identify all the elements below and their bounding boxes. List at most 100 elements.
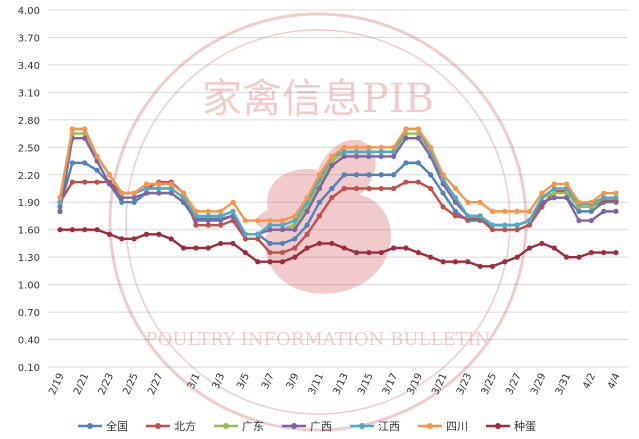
legend-item: 四川	[418, 420, 468, 433]
data-point	[156, 185, 162, 192]
data-point	[366, 144, 372, 150]
data-point	[391, 149, 397, 155]
x-tick-label: 2/19	[47, 372, 66, 397]
data-point	[539, 190, 545, 196]
data-point	[366, 153, 372, 160]
y-tick-label: 1.30	[18, 253, 40, 264]
data-point	[255, 217, 261, 224]
data-point	[242, 236, 248, 242]
data-point	[588, 217, 594, 224]
data-point	[193, 213, 199, 219]
data-point	[378, 144, 384, 150]
x-tick-label: 2/27	[146, 372, 165, 397]
data-point	[69, 179, 75, 185]
x-tick-label: 4/2	[581, 372, 598, 391]
data-point	[156, 231, 162, 237]
x-tick-label: 3/25	[480, 372, 499, 397]
legend-label: 全国	[106, 419, 128, 433]
y-tick-label: 1.90	[18, 198, 40, 209]
data-point	[452, 259, 458, 265]
y-tick-label: 2.20	[18, 171, 40, 182]
data-point	[106, 231, 113, 237]
data-point	[168, 181, 174, 187]
data-point	[341, 185, 347, 192]
data-point	[526, 208, 533, 214]
legend-label: 江西	[378, 420, 400, 433]
data-point	[230, 240, 236, 247]
data-point	[551, 190, 557, 196]
data-point	[601, 208, 607, 214]
data-point	[526, 245, 533, 251]
y-tick-label: 0.70	[18, 308, 40, 319]
data-point	[168, 236, 174, 242]
data-point	[168, 185, 174, 192]
data-point	[563, 195, 570, 201]
x-tick-label: 3/5	[235, 372, 252, 391]
legend-label: 四川	[446, 420, 468, 433]
x-tick-label: 3/15	[356, 372, 375, 397]
data-point	[489, 208, 496, 214]
data-point	[601, 190, 607, 196]
series-line	[58, 180, 616, 254]
x-tick-label: 2/21	[72, 372, 91, 397]
data-point	[292, 236, 298, 242]
data-point	[119, 236, 125, 242]
series-line	[58, 127, 616, 222]
data-point	[131, 236, 137, 242]
legend-item: 广东	[214, 420, 264, 433]
data-point	[353, 149, 360, 155]
data-point	[329, 240, 335, 247]
x-tick-label: 2/25	[121, 372, 140, 397]
data-point	[452, 185, 458, 192]
data-point	[403, 160, 409, 166]
data-point	[551, 245, 557, 251]
data-point	[193, 208, 199, 214]
data-point	[156, 181, 162, 187]
data-point	[391, 245, 397, 251]
data-point	[502, 259, 508, 265]
data-point	[279, 222, 285, 228]
data-point	[242, 217, 248, 224]
data-point	[193, 245, 199, 251]
x-tick-label: 3/17	[381, 372, 400, 397]
y-tick-label: 4.00	[18, 6, 40, 17]
data-point	[613, 249, 619, 256]
data-point	[82, 160, 88, 166]
x-tick-label: 3/9	[285, 372, 302, 391]
data-point	[82, 179, 88, 185]
data-point	[415, 126, 421, 132]
data-point	[601, 195, 607, 201]
data-point	[218, 208, 224, 214]
data-point	[341, 144, 347, 150]
watermark-title: 家禽信息PIB	[202, 76, 434, 122]
y-tick-label: 2.80	[18, 116, 40, 127]
data-point	[292, 217, 298, 224]
data-point	[316, 185, 323, 192]
data-point	[168, 190, 174, 196]
data-point	[440, 259, 446, 265]
data-point	[613, 195, 619, 201]
data-point	[514, 208, 520, 214]
data-point	[180, 245, 187, 251]
data-point	[415, 135, 421, 141]
data-point	[119, 195, 125, 201]
x-tick-label: 3/3	[211, 372, 228, 391]
data-point	[465, 213, 471, 219]
data-point	[279, 259, 285, 265]
x-tick-label: 3/7	[260, 372, 277, 391]
data-point	[143, 185, 150, 192]
data-point	[218, 222, 224, 228]
data-point	[526, 217, 533, 224]
data-point	[489, 227, 496, 233]
data-point	[180, 190, 187, 196]
data-point	[440, 172, 446, 178]
series-lines	[57, 126, 619, 269]
legend-label: 种蛋	[514, 419, 536, 433]
legend-label: 北方	[174, 419, 196, 433]
data-point	[601, 249, 607, 256]
data-point	[57, 199, 63, 205]
data-point	[440, 190, 446, 196]
data-point	[353, 144, 360, 150]
legend-item: 北方	[146, 419, 196, 433]
data-point	[440, 176, 446, 182]
